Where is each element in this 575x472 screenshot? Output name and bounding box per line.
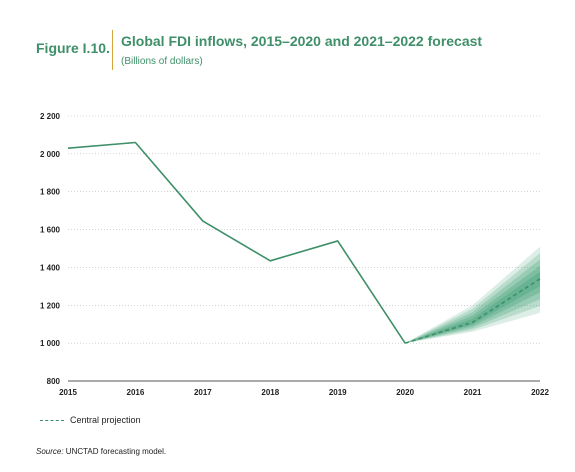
x-tick-label-2020: 2020 bbox=[396, 388, 414, 397]
x-tick-label-2016: 2016 bbox=[127, 388, 145, 397]
fan-band-layer-0 bbox=[405, 246, 540, 344]
fan-band-layer-1 bbox=[405, 253, 540, 344]
x-tick-label-2022: 2022 bbox=[531, 388, 549, 397]
title-divider bbox=[112, 30, 113, 70]
x-tick-label-2015: 2015 bbox=[59, 388, 77, 397]
y-tick-label-1400: 1 400 bbox=[40, 263, 61, 272]
fdi-line-chart: 800 1 000 1 200 1 400 1 600 1 800 2 000 2 200 20… bbox=[40, 112, 549, 397]
figure-label: Figure I.10. bbox=[36, 40, 110, 56]
y-tick-label-2000: 2 000 bbox=[40, 150, 61, 159]
y-tick-label-1200: 1 200 bbox=[40, 301, 61, 310]
fan-band-layer-3 bbox=[405, 265, 540, 344]
y-tick-label-1600: 1 600 bbox=[40, 226, 61, 235]
x-tick-label-2021: 2021 bbox=[464, 388, 482, 397]
series-lines bbox=[67, 141, 541, 344]
y-tick-label-1800: 1 800 bbox=[40, 188, 61, 197]
x-tick-label-2018: 2018 bbox=[261, 388, 279, 397]
chart-title: Global FDI inflows, 2015–2020 and 2021–2… bbox=[121, 33, 483, 49]
x-tick-label-2019: 2019 bbox=[329, 388, 347, 397]
legend: Central projection bbox=[40, 415, 141, 425]
legend-dashed-swatch bbox=[40, 419, 64, 421]
chart-subtitle: (Billions of dollars) bbox=[121, 56, 203, 67]
central-projection-line bbox=[404, 278, 541, 344]
y-tick-label-1000: 1 000 bbox=[40, 339, 61, 348]
legend-label-central-projection: Central projection bbox=[70, 415, 141, 425]
source-text: UNCTAD forecasting model. bbox=[63, 447, 167, 456]
source-label: Source: bbox=[36, 447, 64, 456]
y-tick-label-2200: 2 200 bbox=[40, 112, 61, 121]
tick-labels: 800 1 000 1 200 1 400 1 600 1 800 2 000 2 200 20… bbox=[40, 112, 549, 397]
historical-fdi-line bbox=[67, 141, 406, 344]
y-tick-label-800: 800 bbox=[47, 377, 61, 386]
source-note: Source: UNCTAD forecasting model. bbox=[36, 447, 166, 456]
fan-band-layer-2 bbox=[405, 259, 540, 344]
x-tick-label-2017: 2017 bbox=[194, 388, 212, 397]
forecast-fan-band bbox=[405, 246, 540, 344]
grid-lines bbox=[68, 115, 540, 344]
